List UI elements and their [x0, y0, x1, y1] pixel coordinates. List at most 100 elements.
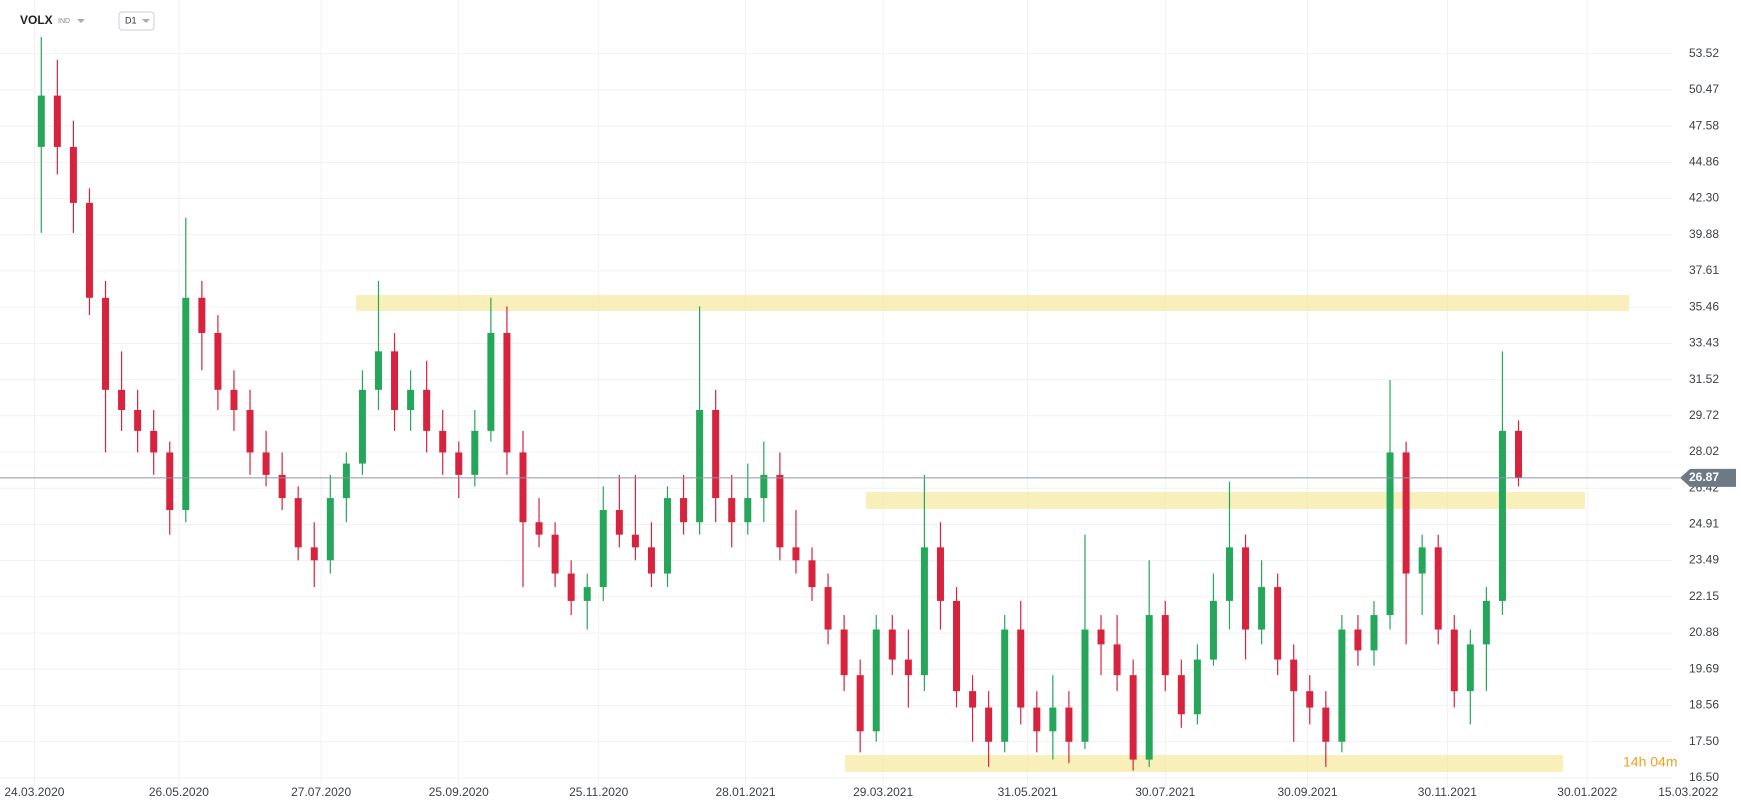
x-tick-label: 15.03.2022 — [1658, 785, 1718, 799]
candle-body — [1209, 600, 1217, 660]
candle-body — [214, 332, 222, 390]
exchange: IND — [58, 18, 70, 25]
y-tick-label: 50.47 — [1689, 82, 1719, 96]
candle-body — [503, 332, 511, 453]
y-tick-label: 23.49 — [1689, 553, 1719, 567]
candle-body — [744, 498, 752, 523]
candle-body — [567, 573, 575, 601]
candle-body — [439, 430, 447, 453]
candle-body — [599, 510, 607, 588]
candle-body — [1290, 659, 1298, 692]
support-zone — [845, 755, 1563, 772]
candle-body — [1482, 600, 1490, 645]
x-tick-label: 30.11.2021 — [1418, 785, 1477, 799]
y-tick-label: 35.46 — [1689, 299, 1719, 313]
candle-body — [631, 534, 639, 548]
candle-body — [1322, 707, 1330, 742]
mid-zone — [866, 492, 1585, 509]
candle-body — [1049, 707, 1057, 732]
candle-body — [262, 452, 270, 475]
x-tick-label: 30.09.2021 — [1277, 785, 1337, 799]
candle-body — [1113, 644, 1121, 676]
candle-body — [792, 547, 800, 561]
y-tick-label: 37.61 — [1689, 263, 1719, 277]
x-tick-label: 25.09.2020 — [429, 785, 489, 799]
countdown: 14h 04m — [1623, 754, 1677, 770]
candle-body — [663, 498, 671, 574]
candle-body — [69, 146, 77, 203]
candle-body — [182, 297, 190, 511]
y-tick-label: 42.30 — [1689, 191, 1719, 205]
y-tick-label: 22.15 — [1689, 589, 1719, 603]
candles — [37, 36, 1523, 771]
candle-body — [53, 95, 61, 147]
timeframe-caret[interactable] — [142, 19, 150, 23]
candle-body — [374, 351, 382, 390]
candle-body — [150, 430, 158, 453]
candle-body — [776, 474, 784, 548]
y-tick-label: 18.56 — [1689, 698, 1719, 712]
timeframe-button[interactable] — [118, 11, 155, 31]
candle-body — [1370, 615, 1378, 651]
candle-body — [342, 463, 350, 499]
candle-body — [134, 410, 142, 431]
x-tick-label: 26.05.2020 — [149, 785, 209, 799]
candle-body — [1434, 547, 1442, 630]
candle-body — [118, 389, 126, 411]
candle-body — [1225, 547, 1233, 601]
candle-body — [230, 389, 238, 411]
candle-body — [840, 629, 848, 676]
y-tick-label: 29.72 — [1689, 408, 1719, 422]
x-tick-label: 27.07.2020 — [291, 785, 351, 799]
overlay: 53.52 50.47 47.58 44.86 42.30 39.88 37.61 35.46… — [0, 46, 1736, 799]
candle-body — [1258, 587, 1266, 630]
candle-body — [1081, 629, 1089, 742]
candle-body — [1354, 629, 1362, 651]
candle-body — [1306, 691, 1314, 708]
candle-body — [102, 297, 110, 390]
candle-body — [407, 389, 415, 411]
candle-body — [1193, 659, 1201, 715]
candle-body — [423, 389, 431, 431]
x-tick-label: 24.03.2020 — [4, 785, 64, 799]
candle-body — [1001, 629, 1009, 742]
candle-body — [696, 410, 704, 523]
y-tick-label: 31.52 — [1689, 372, 1719, 386]
x-tick-label: 28.01.2021 — [715, 785, 775, 799]
candle-body — [904, 659, 912, 676]
candle-body — [471, 430, 479, 475]
candle-body — [1466, 644, 1474, 692]
y-tick-label: 53.52 — [1689, 46, 1719, 60]
x-tick-label: 29.03.2021 — [853, 785, 913, 799]
resistance-zone — [356, 295, 1629, 311]
candle-body — [246, 410, 254, 453]
candle-body — [920, 547, 928, 676]
candle-body — [1338, 629, 1346, 742]
x-tick-label: 30.07.2021 — [1135, 785, 1195, 799]
candle-body — [1177, 675, 1185, 715]
candle-body — [455, 452, 463, 475]
candle-body — [647, 547, 655, 574]
candle-body — [1418, 547, 1426, 574]
candle-body — [294, 498, 302, 548]
candle-body — [888, 629, 896, 660]
candle-body — [680, 498, 688, 523]
candle-body — [358, 389, 366, 464]
candle-body — [712, 410, 720, 499]
candle-body — [760, 474, 768, 499]
candle-body — [1017, 629, 1025, 708]
candle-body — [1498, 430, 1506, 601]
candle-body — [936, 547, 944, 601]
exchange-caret[interactable] — [77, 19, 85, 23]
timeframe[interactable]: D1 — [125, 15, 137, 25]
candle-body — [1129, 675, 1137, 760]
y-tick-label: 24.91 — [1689, 517, 1719, 531]
candle-body — [487, 332, 495, 431]
candle-body — [1386, 452, 1394, 616]
candle-body — [1033, 707, 1041, 732]
candle-body — [1242, 547, 1250, 630]
y-tick-label: 28.02 — [1689, 444, 1719, 458]
last-price-label: 26.87 — [1689, 470, 1719, 484]
x-tick-label: 30.01.2022 — [1557, 785, 1617, 799]
x-tick-label: 25.11.2020 — [569, 785, 628, 799]
